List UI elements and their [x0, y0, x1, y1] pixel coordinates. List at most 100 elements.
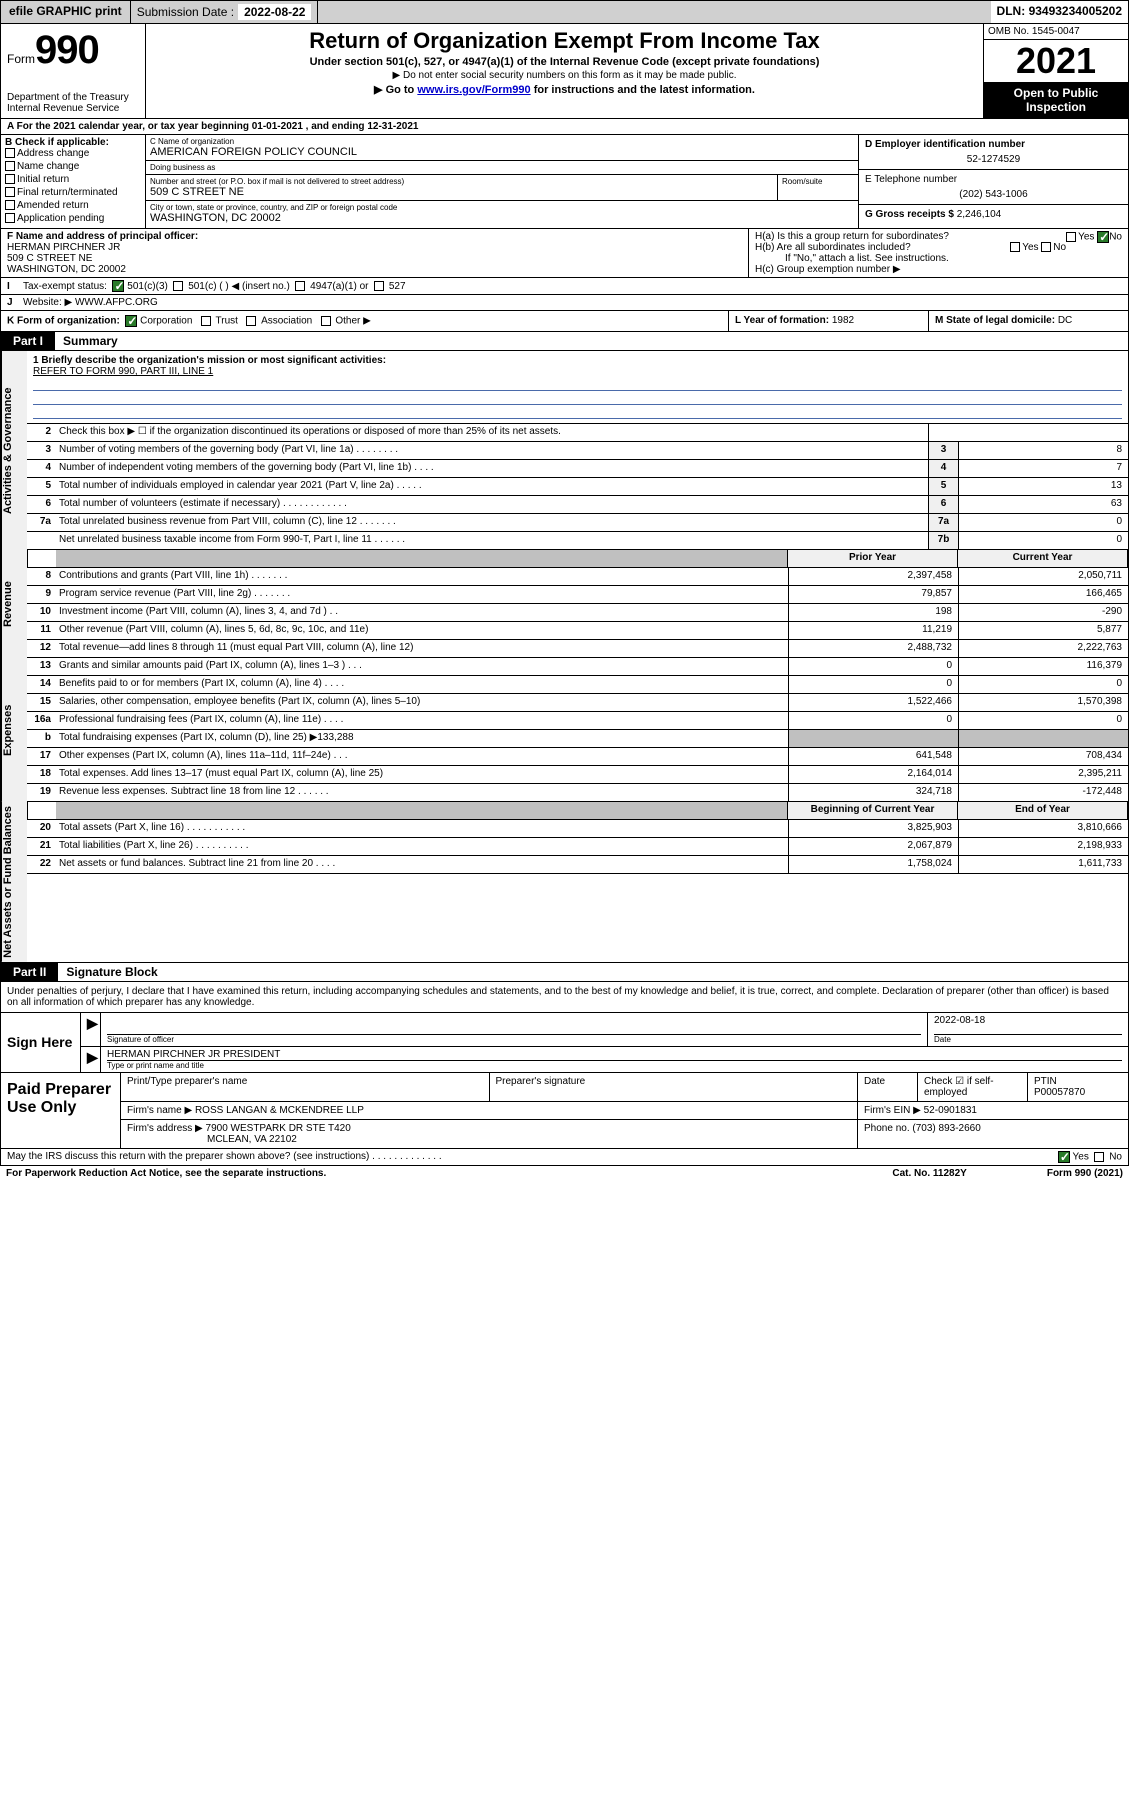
hb-no[interactable]: No: [1053, 242, 1066, 253]
section-d-e-g: D Employer identification number 52-1274…: [858, 135, 1128, 228]
officer-label: F Name and address of principal officer:: [7, 231, 742, 242]
check-4947[interactable]: [295, 281, 305, 291]
line-a: A For the 2021 calendar year, or tax yea…: [0, 119, 1129, 135]
h-b: H(b) Are all subordinates included? Yes …: [755, 242, 1122, 253]
gov-row: Net unrelated business taxable income fr…: [27, 532, 1128, 550]
part-1-header: Part I Summary: [0, 332, 1129, 351]
section-k: K Form of organization: Corporation Trus…: [1, 311, 728, 331]
form-footer: Form 990 (2021): [1047, 1168, 1123, 1179]
sig-officer-label: Signature of officer: [107, 1035, 921, 1044]
efile-button[interactable]: efile GRAPHIC print: [1, 1, 131, 23]
form-title: Return of Organization Exempt From Incom…: [154, 28, 975, 54]
net-row: 20Total assets (Part X, line 16) . . . .…: [27, 820, 1128, 838]
prior-year-hdr: Prior Year: [787, 550, 957, 567]
check-assoc[interactable]: [246, 316, 256, 326]
check-pending[interactable]: Application pending: [5, 213, 141, 224]
part-2-title: Signature Block: [58, 963, 165, 981]
ha-yes[interactable]: Yes: [1078, 232, 1094, 243]
opt-501c3: 501(c)(3): [127, 281, 168, 292]
check-name[interactable]: Name change: [5, 161, 141, 172]
cat-no: Cat. No. 11282Y: [892, 1168, 966, 1179]
dba-label: Doing business as: [150, 163, 854, 172]
prep-check-hdr: Check ☑ if self-employed: [924, 1076, 1021, 1098]
header-left: Form990 Department of the Treasury Inter…: [1, 24, 146, 118]
expense-row: 14Benefits paid to or for members (Part …: [27, 676, 1128, 694]
check-address[interactable]: Address change: [5, 148, 141, 159]
hb-yes[interactable]: Yes: [1022, 242, 1038, 253]
check-label: Application pending: [17, 213, 104, 224]
section-c: C Name of organization AMERICAN FOREIGN …: [146, 135, 858, 228]
discuss-no: No: [1109, 1151, 1122, 1162]
vlabel-revenue: Revenue: [1, 550, 27, 658]
irs-link[interactable]: www.irs.gov/Form990: [417, 84, 530, 96]
section-e: E Telephone number (202) 543-1006: [859, 170, 1128, 205]
sig-name-label: Type or print name and title: [107, 1061, 1122, 1070]
part-1-tag: Part I: [1, 332, 55, 350]
pra-notice: For Paperwork Reduction Act Notice, see …: [6, 1168, 892, 1179]
m-label: M State of legal domicile:: [935, 315, 1055, 326]
firm-phone: (703) 893-2660: [912, 1123, 980, 1134]
section-i: I Tax-exempt status: 501(c)(3) 501(c) ( …: [0, 278, 1129, 295]
check-amended[interactable]: Amended return: [5, 200, 141, 211]
opt-527: 527: [389, 281, 406, 292]
discuss-yes: Yes: [1073, 1151, 1089, 1162]
vlabel-net: Net Assets or Fund Balances: [1, 802, 27, 962]
arrow-icon: ▶: [87, 1015, 98, 1031]
end-year-hdr: End of Year: [957, 802, 1127, 819]
l-value: 1982: [832, 315, 854, 326]
open-public-badge: Open to Public Inspection: [984, 82, 1128, 118]
header-mid: Return of Organization Exempt From Incom…: [146, 24, 983, 118]
submission-value: 2022-08-22: [238, 4, 311, 20]
check-corp[interactable]: [125, 315, 137, 327]
section-j: J Website: ▶ WWW.AFPC.ORG: [0, 295, 1129, 311]
dept-treasury: Department of the Treasury Internal Reve…: [7, 92, 139, 114]
topbar: efile GRAPHIC print Submission Date : 20…: [0, 0, 1129, 24]
check-501c3[interactable]: [112, 280, 124, 292]
gov-row: 5Total number of individuals employed in…: [27, 478, 1128, 496]
sig-name-title: HERMAN PIRCHNER JR PRESIDENT: [107, 1049, 1122, 1061]
discuss-no-check[interactable]: [1094, 1152, 1104, 1162]
submission-label: Submission Date :: [137, 5, 234, 19]
net-row: 21Total liabilities (Part X, line 26) . …: [27, 838, 1128, 856]
expense-row: 15Salaries, other compensation, employee…: [27, 694, 1128, 712]
expense-row: 17Other expenses (Part IX, column (A), l…: [27, 748, 1128, 766]
ha-label: H(a) Is this a group return for subordin…: [755, 231, 949, 242]
net-row: 22Net assets or fund balances. Subtract …: [27, 856, 1128, 874]
section-g: G Gross receipts $ 2,246,104: [859, 205, 1128, 224]
officer-name: HERMAN PIRCHNER JR: [7, 242, 742, 253]
opt-trust: Trust: [216, 316, 238, 327]
signature-declaration: Under penalties of perjury, I declare th…: [0, 982, 1129, 1013]
section-l: L Year of formation: 1982: [728, 311, 928, 331]
m-value: DC: [1058, 315, 1072, 326]
check-label: Final return/terminated: [17, 187, 118, 198]
form-header: Form990 Department of the Treasury Inter…: [0, 24, 1129, 119]
check-527[interactable]: [374, 281, 384, 291]
check-final[interactable]: Final return/terminated: [5, 187, 141, 198]
check-trust[interactable]: [201, 316, 211, 326]
sub3-suffix: for instructions and the latest informat…: [531, 84, 755, 96]
check-initial[interactable]: Initial return: [5, 174, 141, 185]
prep-name-hdr: Print/Type preparer's name: [127, 1076, 483, 1087]
form-word: Form: [7, 52, 35, 66]
opt-other: Other ▶: [335, 316, 370, 327]
check-501c[interactable]: [173, 281, 183, 291]
opt-4947: 4947(a)(1) or: [310, 281, 368, 292]
section-f-h: F Name and address of principal officer:…: [0, 229, 1129, 278]
net-assets-section: Net Assets or Fund Balances Beginning of…: [0, 802, 1129, 963]
discuss-yes-check[interactable]: [1058, 1151, 1070, 1163]
tax-year: 2021: [984, 40, 1128, 82]
sign-here-label: Sign Here: [1, 1013, 81, 1072]
ptin-value: P00057870: [1034, 1087, 1122, 1098]
expense-row: bTotal fundraising expenses (Part IX, co…: [27, 730, 1128, 748]
ha-no[interactable]: No: [1109, 232, 1122, 243]
prep-date-hdr: Date: [864, 1076, 911, 1087]
section-f: F Name and address of principal officer:…: [1, 229, 748, 277]
sig-date-label: Date: [934, 1035, 1122, 1044]
check-other[interactable]: [321, 316, 331, 326]
check-label: Amended return: [17, 200, 89, 211]
section-k-l-m: K Form of organization: Corporation Trus…: [0, 311, 1129, 332]
firm-addr2: MCLEAN, VA 22102: [127, 1134, 851, 1145]
h-a: H(a) Is this a group return for subordin…: [755, 231, 1122, 242]
part-2-tag: Part II: [1, 963, 58, 981]
beg-year-hdr: Beginning of Current Year: [787, 802, 957, 819]
